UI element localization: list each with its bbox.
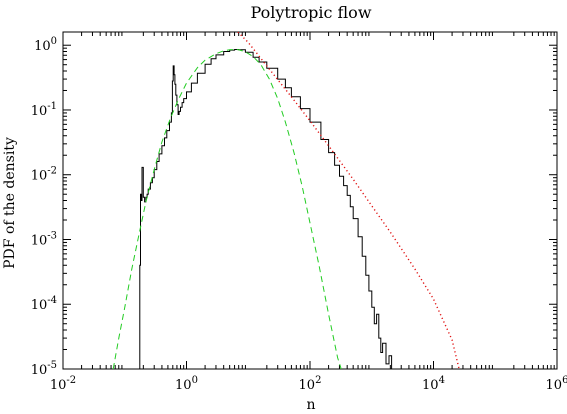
- y-tick-label: 10-3: [31, 230, 57, 248]
- y-tick-label: 10-1: [31, 101, 57, 119]
- x-tick-label: 106: [546, 375, 567, 393]
- y-tick-label: 100: [34, 36, 57, 54]
- y-tick-label: 10-4: [31, 295, 57, 313]
- plot-area: [62, 31, 558, 370]
- x-tick-label: 10-2: [50, 375, 76, 393]
- series-dotted-line: [237, 32, 460, 369]
- plot-frame: [62, 31, 558, 370]
- series-histogram-line: [139, 49, 393, 369]
- series-group: [112, 32, 460, 369]
- y-tick-label: 10-2: [31, 166, 57, 184]
- axis-ticks: 10-2 100 102 104 106 10-5 10-4 10-3 10-2 10-1 100: [31, 32, 567, 393]
- x-tick-label: 102: [299, 375, 322, 393]
- y-axis-title: PDF of the density: [2, 137, 18, 269]
- y-tick-label: 10-5: [31, 360, 57, 378]
- x-tick-label: 104: [422, 375, 445, 393]
- x-axis-title: n: [306, 397, 315, 413]
- chart-title: Polytropic flow: [250, 3, 371, 22]
- series-dashed-line: [112, 48, 342, 369]
- x-tick-label: 100: [175, 375, 198, 393]
